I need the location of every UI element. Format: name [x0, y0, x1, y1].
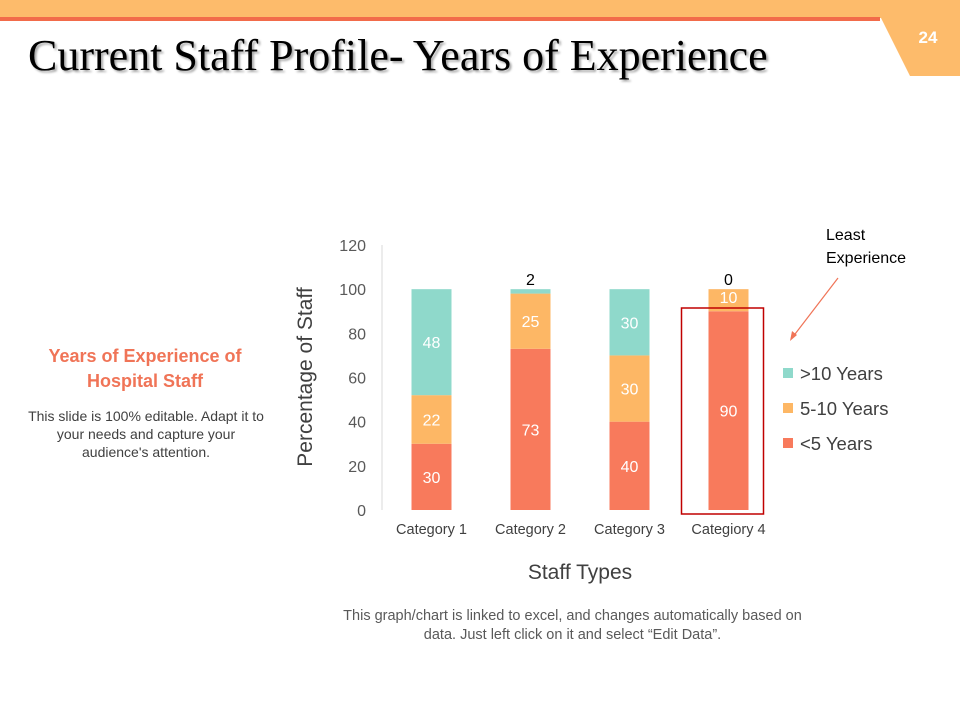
bar-segment — [609, 355, 650, 422]
x-tick-label: Categiory 4 — [691, 522, 765, 538]
bar-segment — [609, 289, 650, 356]
data-label: 48 — [423, 335, 441, 352]
top-accent-line — [0, 17, 880, 21]
data-label: 25 — [522, 314, 540, 331]
y-tick-label: 0 — [357, 503, 366, 520]
x-axis-title: Staff Types — [528, 561, 632, 584]
legend-label: >10 Years — [800, 363, 883, 384]
legend-swatch — [783, 438, 793, 448]
data-label: 73 — [522, 422, 540, 439]
data-label: 22 — [423, 412, 441, 429]
annotation-arrow-head — [790, 331, 797, 341]
y-tick-label: 60 — [348, 371, 366, 388]
data-label: 30 — [621, 382, 639, 399]
chart-container[interactable]: 0 20 40 60 80 100 120 Percentage of Staff 30 22 48… — [280, 220, 920, 600]
data-label: 30 — [423, 470, 441, 487]
bar-segment — [411, 395, 452, 444]
y-tick-label: 100 — [339, 282, 366, 299]
bar-segment — [609, 421, 650, 510]
bar-segment — [411, 443, 452, 510]
side-description: This slide is 100% editable. Adapt it to… — [28, 408, 264, 460]
annotation-label: Least — [826, 227, 866, 244]
data-label: 30 — [621, 315, 639, 332]
data-label: 40 — [621, 459, 639, 476]
data-label: 2 — [526, 272, 535, 289]
side-heading: Years of Experience of Hospital Staff — [48, 346, 242, 391]
legend-swatch — [783, 403, 793, 413]
data-label: 0 — [724, 272, 733, 289]
slide-title: Current Staff Profile- Years of Experien… — [28, 31, 768, 80]
bar-segment — [411, 289, 452, 396]
legend-label: 5-10 Years — [800, 398, 888, 419]
annotation-label: Experience — [826, 250, 906, 267]
bar-segment — [708, 289, 749, 312]
y-tick-label: 40 — [348, 415, 366, 432]
data-label: 10 — [720, 290, 738, 307]
y-tick-label: 120 — [339, 238, 366, 255]
y-axis-title: Percentage of Staff — [294, 287, 317, 467]
x-tick-label: Category 2 — [495, 522, 566, 538]
page-number-badge — [872, 0, 960, 76]
top-accent-bar — [0, 0, 960, 18]
bar-segment — [510, 348, 551, 510]
x-tick-label: Category 1 — [396, 522, 467, 538]
legend-label: <5 Years — [800, 433, 873, 454]
y-tick-label: 20 — [348, 459, 366, 476]
data-label: 90 — [720, 404, 738, 421]
legend-swatch — [783, 368, 793, 378]
annotation-arrow-line — [791, 277, 839, 339]
chart-note: This graph/chart is linked to excel, and… — [343, 608, 802, 643]
y-tick-label: 80 — [348, 326, 366, 343]
bar-segment — [708, 311, 749, 510]
bar-segment — [510, 289, 551, 294]
bar-segment — [510, 293, 551, 349]
least-experience-highlight-box — [680, 307, 765, 515]
page-number: 24 — [918, 28, 938, 47]
x-tick-label: Category 3 — [594, 522, 665, 538]
